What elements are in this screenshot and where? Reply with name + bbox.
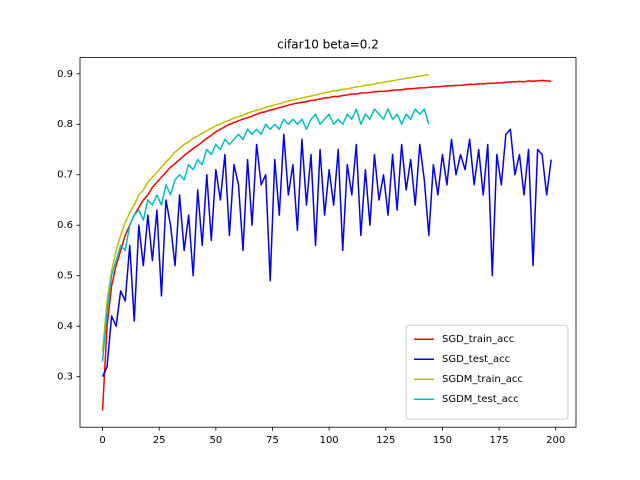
line-series [101,74,429,352]
y-tick-label: 0.7 [57,170,73,181]
legend: SGD_train_acc SGD_test_acc SGDM_train_acc S… [405,324,569,420]
x-tick-label: 200 [546,435,565,446]
x-tick-label: 100 [320,435,339,446]
x-tick-label: 50 [209,435,222,446]
x-tick-label: 75 [266,435,279,446]
y-tick-label: 0.9 [57,69,73,80]
x-tick-label: 175 [490,435,509,446]
line-series [101,79,552,411]
y-tick-label: 0.5 [57,271,73,282]
legend-label: SGD_test_acc [442,354,510,365]
line-series [101,108,430,362]
legend-label: SGDM_test_acc [442,394,519,405]
x-tick-label: 150 [433,435,452,446]
y-tick-label: 0.8 [57,119,73,130]
x-tick-label: 25 [153,435,166,446]
chart-title: cifar10 beta=0.2 [277,38,379,52]
legend-label: SGD_train_acc [442,334,514,345]
legend-label: SGDM_train_acc [442,374,523,385]
legend-box [405,324,569,420]
y-tick-label: 0.3 [57,372,73,383]
x-tick-label: 0 [99,435,105,446]
y-tick-label: 0.4 [57,321,73,332]
plot-frame [79,57,577,428]
y-tick-label: 0.6 [57,220,73,231]
x-tick-label: 125 [376,435,395,446]
line-series [101,128,552,378]
